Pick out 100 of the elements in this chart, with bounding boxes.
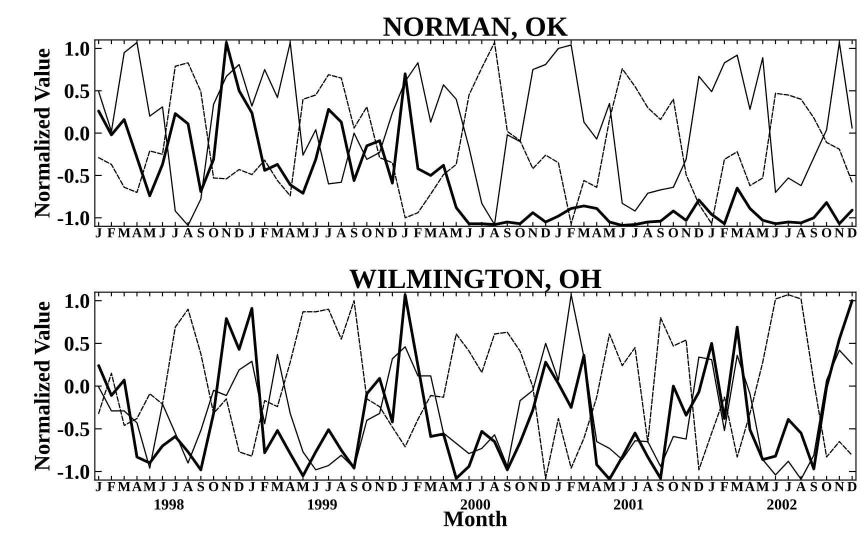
- x-tick-label: M: [603, 228, 616, 238]
- x-tick-label: D: [234, 228, 244, 238]
- x-tick-label: J: [402, 228, 408, 238]
- x-tick-label: S: [350, 228, 358, 238]
- text: 2000: [460, 499, 490, 510]
- x-tick-label: A: [642, 482, 653, 492]
- x-tick-label: A: [132, 228, 142, 238]
- x-tick-label: O: [668, 228, 678, 238]
- x-tick-label: M: [450, 228, 462, 238]
- x-tick-label: N: [528, 482, 538, 492]
- x-tick-label: J: [172, 482, 178, 492]
- text: 1998: [154, 499, 184, 510]
- x-tick-label: F: [107, 482, 115, 492]
- x-tick-label: J: [708, 228, 715, 238]
- y-tick-label: -0.5: [58, 422, 90, 436]
- x-tick-label: N: [681, 482, 691, 492]
- x-tick-label: O: [668, 482, 678, 492]
- x-tick-label: D: [847, 228, 856, 238]
- x-tick-label: J: [632, 482, 638, 492]
- x-tick-label: O: [362, 482, 372, 492]
- x-tick-label: S: [810, 228, 818, 238]
- x-tick-label: N: [374, 482, 384, 492]
- x-tick-label: A: [490, 228, 500, 238]
- x-tick-label: A: [336, 482, 346, 492]
- x-tick-label: A: [642, 228, 653, 238]
- x-tick-label: A: [285, 228, 296, 238]
- x-tick-label: J: [556, 228, 562, 238]
- x-tick-label: S: [810, 482, 818, 492]
- y-axis-title: Normalized Value: [34, 48, 50, 218]
- x-tick-label: M: [578, 228, 590, 238]
- x-tick-label: J: [466, 482, 472, 492]
- x-tick-label: F: [260, 228, 268, 238]
- x-tick-label: F: [414, 228, 422, 238]
- x-tick-label: A: [796, 482, 806, 492]
- x-tick-label: J: [172, 228, 178, 238]
- x-tick-label: J: [96, 228, 102, 238]
- x-tick-label: D: [234, 482, 244, 492]
- x-tick-label: M: [450, 482, 462, 492]
- x-tick-label: S: [198, 228, 204, 238]
- x-tick-label: N: [222, 482, 232, 492]
- x-tick-label: A: [796, 228, 806, 238]
- y-tick-label: 1.0: [66, 42, 90, 56]
- x-tick-label: M: [603, 482, 616, 492]
- x-tick-label: J: [772, 482, 779, 492]
- x-tick-label: J: [312, 482, 319, 492]
- y-tick-label: -1.0: [58, 211, 90, 226]
- x-tick-label: J: [619, 228, 626, 238]
- x-tick-label: F: [260, 482, 268, 492]
- x-tick-label: J: [312, 228, 319, 238]
- x-tick-label: M: [118, 482, 130, 492]
- x-tick-label: A: [336, 228, 346, 238]
- x-tick-label: D: [540, 482, 550, 492]
- x-tick-label: S: [504, 228, 511, 238]
- x-tick-label: N: [222, 228, 232, 238]
- x-tick-label: J: [619, 482, 626, 492]
- x-tick-label: J: [160, 228, 166, 238]
- x-tick-label: D: [694, 228, 704, 238]
- y-axis-title: Normalized Value: [34, 302, 50, 471]
- x-tick-label: O: [515, 228, 525, 238]
- x-tick-label: J: [772, 228, 779, 238]
- x-tick-label: S: [198, 482, 204, 492]
- y-tick-label: 0.5: [64, 84, 90, 98]
- x-tick-label: O: [822, 482, 832, 492]
- x-tick-label: J: [478, 482, 485, 492]
- y-tick-label: 1.0: [66, 294, 90, 308]
- x-tick-label: J: [466, 228, 472, 238]
- x-tick-label: M: [296, 228, 310, 238]
- x-tick-label: J: [160, 482, 166, 492]
- x-tick-label: N: [834, 482, 844, 492]
- chart-title: WILMINGTON, OH: [349, 270, 602, 292]
- x-tick-label: D: [540, 228, 550, 238]
- x-tick-label: M: [424, 228, 437, 238]
- x-tick-label: J: [708, 482, 715, 492]
- chart-title: NORMAN, OK: [383, 17, 568, 40]
- x-tick-label: A: [745, 228, 755, 238]
- x-tick-label: J: [632, 228, 638, 238]
- text: 2002: [767, 499, 797, 510]
- x-tick-label: F: [107, 228, 115, 238]
- x-tick-label: J: [249, 482, 255, 492]
- x-tick-label: M: [271, 228, 284, 238]
- x-tick-label: S: [657, 228, 664, 238]
- x-tick-label: J: [785, 482, 792, 492]
- x-tick-label: D: [388, 228, 397, 238]
- x-tick-label: M: [730, 482, 744, 492]
- x-tick-label: F: [567, 228, 575, 238]
- x-tick-label: D: [388, 482, 397, 492]
- x-tick-label: M: [118, 228, 130, 238]
- x-tick-label: A: [183, 482, 193, 492]
- y-tick-label: 0.0: [64, 379, 90, 394]
- x-tick-label: A: [183, 228, 193, 238]
- x-tick-label: N: [374, 228, 384, 238]
- x-tick-label: O: [208, 482, 218, 492]
- x-tick-label: J: [96, 482, 102, 492]
- x-tick-label: N: [681, 228, 691, 238]
- x-tick-label: A: [592, 228, 602, 238]
- text: 1999: [308, 499, 337, 510]
- x-tick-label: M: [296, 482, 310, 492]
- y-tick-label: -0.5: [58, 168, 90, 183]
- x-tick-label: J: [556, 482, 562, 492]
- x-tick-label: D: [847, 482, 856, 492]
